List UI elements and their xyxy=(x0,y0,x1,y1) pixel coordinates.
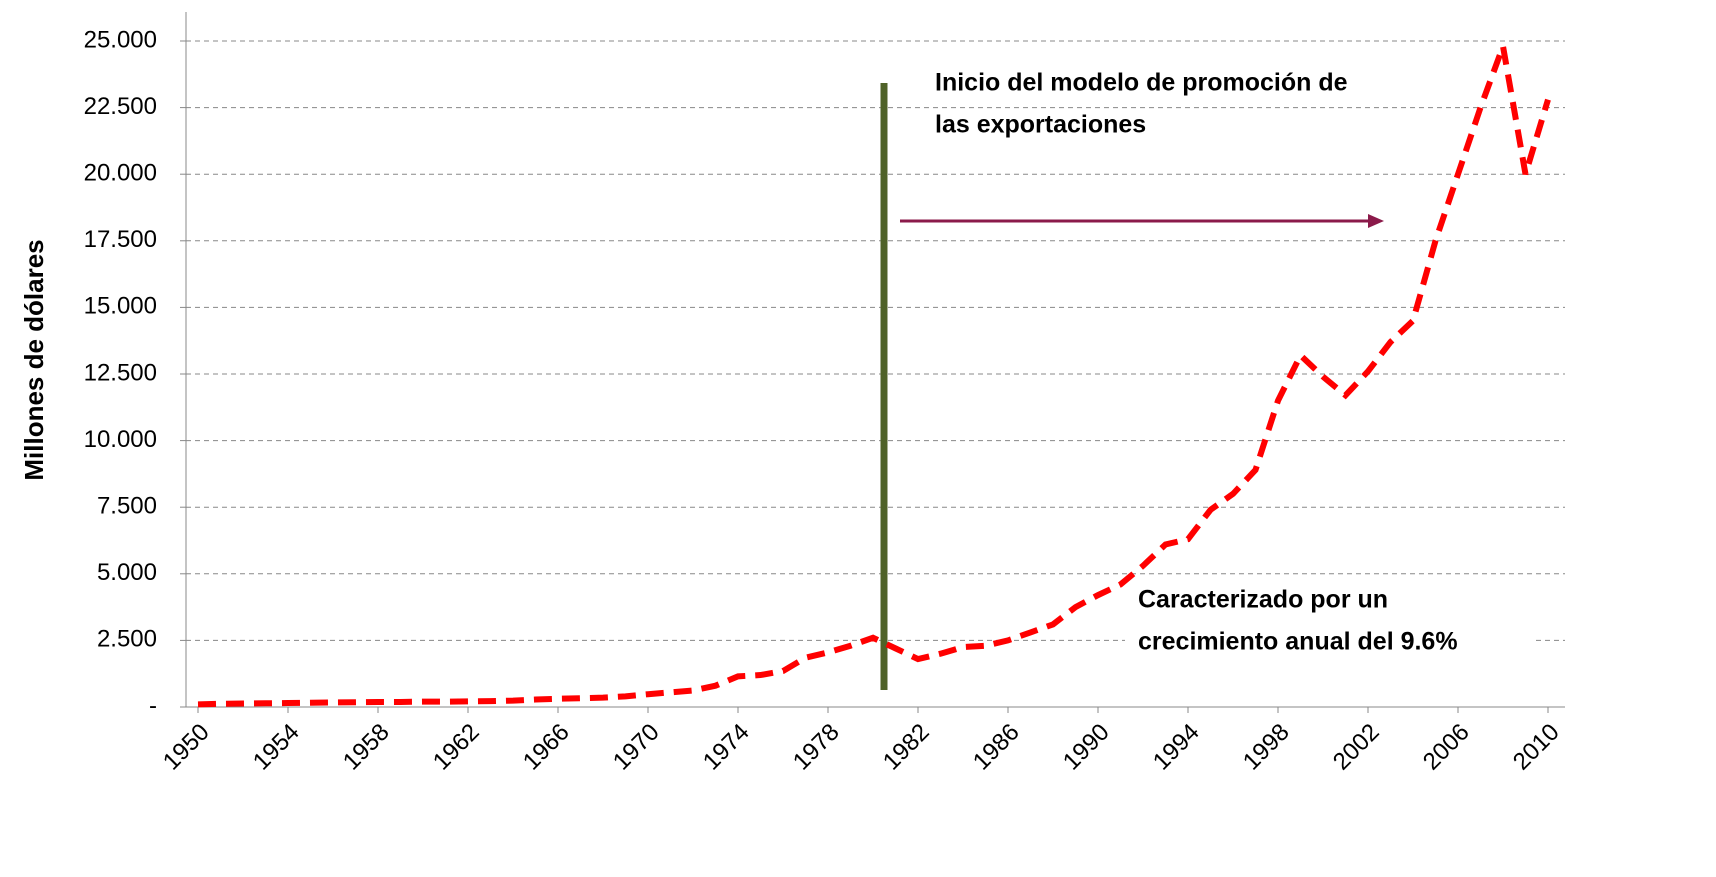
annotation-bg xyxy=(1125,580,1535,660)
y-tick-label: 22.500 xyxy=(84,93,157,120)
x-tick-label: 1954 xyxy=(248,719,305,776)
y-tick-label: 2.500 xyxy=(97,626,157,653)
arrow-head xyxy=(1368,214,1384,228)
x-tick-label: 1950 xyxy=(158,719,215,776)
x-tick-label: 1998 xyxy=(1238,719,1295,776)
x-tick-label: 1962 xyxy=(428,719,485,776)
x-tick-label: 2006 xyxy=(1418,719,1475,776)
x-tick-label: 1974 xyxy=(698,719,755,776)
y-tick-label: 5.000 xyxy=(97,559,157,586)
y-tick-label: 25.000 xyxy=(84,26,157,53)
x-tick-label: 1994 xyxy=(1148,719,1205,776)
x-tick-label: 1990 xyxy=(1058,719,1115,776)
y-tick-label: 20.000 xyxy=(84,160,157,187)
annotation: Inicio del modelo de promoción de xyxy=(935,69,1348,97)
series-line xyxy=(197,34,1551,708)
x-tick-label: 2010 xyxy=(1508,719,1565,776)
y-tick-label: 10.000 xyxy=(84,426,157,453)
x-tick-label: 1978 xyxy=(788,719,845,776)
x-tick-label: 1982 xyxy=(878,719,935,776)
x-tick-label: 1966 xyxy=(518,719,575,776)
annotation: crecimiento anual del 9.6% xyxy=(1138,628,1458,656)
y-axis-title: Millones de dólares xyxy=(19,239,49,480)
x-tick-label: 2002 xyxy=(1328,719,1385,776)
x-tick-label: 1986 xyxy=(968,719,1025,776)
annotation: las exportaciones xyxy=(935,111,1146,139)
y-tick-label: - xyxy=(149,692,157,719)
y-tick-label: 15.000 xyxy=(84,293,157,320)
x-tick-label: 1970 xyxy=(608,719,665,776)
annotation: Caracterizado por un xyxy=(1138,586,1388,614)
y-tick-label: 12.500 xyxy=(84,359,157,386)
y-tick-label: 17.500 xyxy=(84,226,157,253)
x-tick-label: 1958 xyxy=(338,719,395,776)
y-tick-label: 7.500 xyxy=(97,493,157,520)
